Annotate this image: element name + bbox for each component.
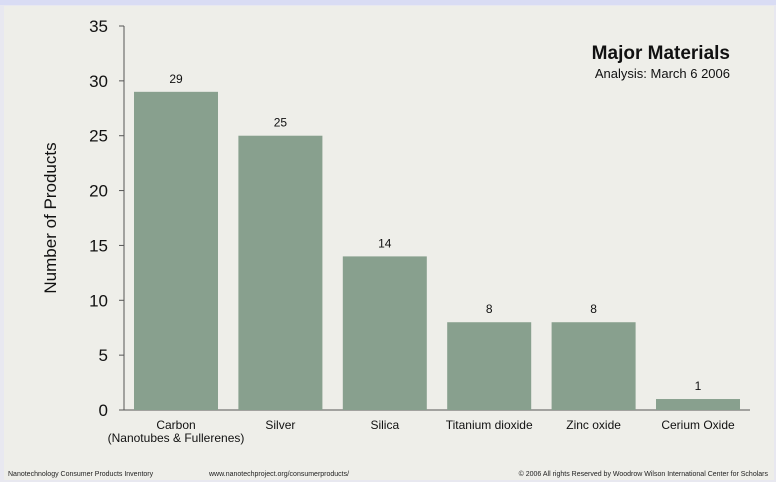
bar	[656, 399, 740, 410]
data-label: 14	[378, 236, 392, 250]
x-tick-label: (Nanotubes & Fullerenes)	[108, 431, 245, 445]
y-tick-label: 0	[99, 401, 108, 420]
x-tick-label: Silver	[265, 418, 295, 432]
y-tick-label: 15	[89, 236, 108, 255]
data-label: 1	[695, 379, 702, 393]
y-tick-label: 30	[89, 72, 108, 91]
y-axis-label: Number of Products	[41, 142, 60, 293]
category-labels: Carbon(Nanotubes & Fullerenes) Silver Sili…	[108, 418, 735, 445]
x-tick-label: Carbon	[156, 418, 195, 432]
bar	[342, 256, 427, 410]
top-border	[0, 0, 776, 5]
y-tick-label: 20	[89, 182, 108, 201]
y-tick-label: 25	[89, 127, 108, 146]
x-tick-label: Cerium Oxide	[661, 418, 735, 432]
y-tick-label: 35	[89, 17, 108, 36]
data-label: 8	[590, 302, 597, 316]
chart-title: Major Materials	[592, 43, 730, 64]
bar	[238, 135, 323, 410]
value-labels: 29 25 14 8 8 1	[169, 72, 701, 393]
footer-copyright: © 2006 All rights Reserved by Woodrow Wi…	[519, 470, 769, 478]
y-tick-label: 5	[99, 346, 108, 365]
x-tick-label: Titanium dioxide	[446, 418, 533, 432]
y-axis-ticks: 0 5 10 15 20 25 30 35	[89, 17, 124, 420]
data-label: 29	[169, 72, 183, 86]
data-label: 8	[486, 302, 493, 316]
data-label: 25	[274, 116, 288, 130]
footer-url[interactable]: www.nanotechproject.org/consumerproducts…	[208, 471, 349, 478]
bar	[551, 322, 636, 410]
footer-source: Nanotechnology Consumer Products Invento…	[8, 471, 154, 478]
x-tick-label: Zinc oxide	[566, 418, 621, 432]
y-tick-label: 10	[89, 291, 108, 310]
chart-subtitle: Analysis: March 6 2006	[595, 66, 730, 81]
bars	[134, 91, 740, 410]
bar	[447, 322, 532, 410]
x-tick-label: Silica	[370, 418, 399, 432]
bar	[134, 91, 218, 410]
